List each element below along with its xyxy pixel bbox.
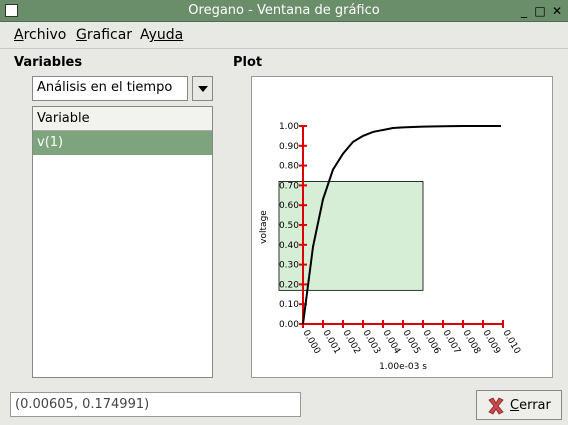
x-tick-label-5: 0.005 <box>400 329 422 356</box>
y-tick-label-5: 0.50 <box>279 221 299 231</box>
analysis-select[interactable]: Análisis en el tiempo <box>32 76 213 101</box>
x-tick-label-3: 0.003 <box>360 329 382 356</box>
analysis-select-value[interactable]: Análisis en el tiempo <box>32 76 188 101</box>
x-tick-label-2: 0.002 <box>340 329 362 356</box>
y-tick-label-1: 0.10 <box>279 300 299 310</box>
y-tick-label-7: 0.70 <box>279 181 299 191</box>
coordinates-readout: (0.00605, 0.174991) <box>10 392 301 417</box>
selection-region <box>278 181 424 291</box>
x-tick-label-10: 0.010 <box>500 329 522 357</box>
y-tick-label-3: 0.30 <box>279 261 299 271</box>
minimize-button[interactable]: _ <box>521 4 527 18</box>
variable-column-header[interactable]: Variable <box>33 107 212 131</box>
close-button[interactable]: Cerrar <box>476 390 562 420</box>
x-tick-label-7: 0.007 <box>440 329 462 356</box>
list-item[interactable]: v(1) <box>33 131 212 155</box>
maximize-button[interactable]: □ <box>534 4 546 18</box>
y-tick-label-6: 0.60 <box>279 201 299 211</box>
close-icon <box>488 397 504 415</box>
x-tick-label-9: 0.009 <box>480 329 502 357</box>
analysis-dropdown-button[interactable] <box>192 76 213 101</box>
plot-svg[interactable]: 0.00 0.10 0.20 0.30 0.40 0.50 0.60 0.70 0.80 0.90… <box>252 77 552 377</box>
series-v1-line <box>302 125 501 325</box>
y-tick-label-9: 0.90 <box>279 142 299 152</box>
menu-bar: Archivo Graficar Ayuda <box>0 22 568 49</box>
y-tick-label-10: 1.00 <box>279 122 299 132</box>
menu-archivo[interactable]: Archivo <box>14 27 67 43</box>
window-title: Oregano - Ventana de gráfico <box>188 3 380 18</box>
close-window-button[interactable]: ✕ <box>551 4 563 18</box>
x-tick-label-6: 0.006 <box>420 329 442 357</box>
x-axis-label: 1.00e-03 s <box>379 362 427 372</box>
x-tick-label-8: 0.008 <box>460 329 482 357</box>
variable-list[interactable]: Variable v(1) <box>32 106 213 378</box>
y-tick-label-0: 0.00 <box>279 320 299 330</box>
y-tick-label-2: 0.20 <box>279 280 299 290</box>
menu-graficar[interactable]: Graficar <box>76 27 133 43</box>
plot-area[interactable]: 0.00 0.10 0.20 0.30 0.40 0.50 0.60 0.70 0.80 0.90… <box>251 76 553 378</box>
plot-section-title: Plot <box>233 55 263 70</box>
x-tick-label-0: 0.000 <box>300 329 322 357</box>
y-axis-label: voltage <box>259 210 269 244</box>
window-menu-icon[interactable] <box>5 4 18 17</box>
title-bar[interactable]: Oregano - Ventana de gráfico _ □ ✕ <box>0 0 568 22</box>
y-tick-label-4: 0.40 <box>279 241 299 251</box>
variables-section-title: Variables <box>14 55 83 70</box>
y-tick-label-8: 0.80 <box>279 162 299 172</box>
x-tick-label-1: 0.001 <box>320 329 342 356</box>
menu-ayuda[interactable]: Ayuda <box>140 27 184 43</box>
x-tick-label-4: 0.004 <box>380 329 402 357</box>
